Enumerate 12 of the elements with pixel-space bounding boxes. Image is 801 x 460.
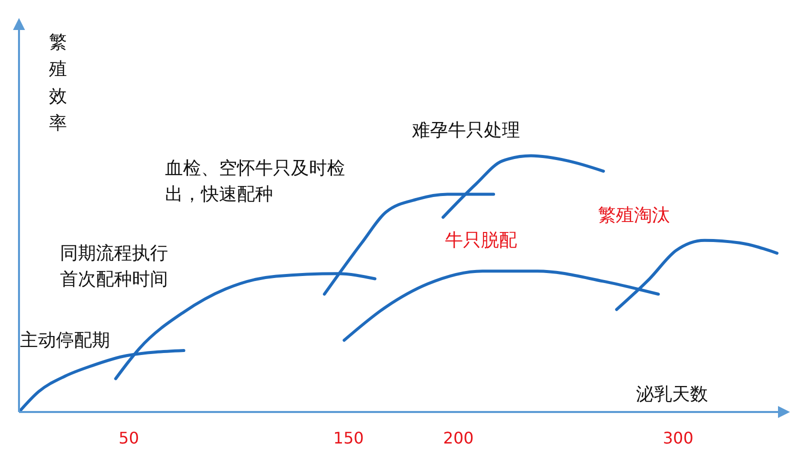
annotation: 主动停配期 (20, 329, 111, 353)
text: 难孕牛只处理 (412, 119, 521, 143)
x-tick-label: 300 (662, 428, 694, 448)
x-tick-label: 150 (333, 428, 364, 448)
x-tick-label: 200 (443, 428, 474, 448)
annotation: 繁殖淘汰 (598, 204, 671, 228)
annotation: 血检、空怀牛只及时检出，快速配种 (165, 157, 346, 207)
annotation: 牛只脱配 (445, 229, 518, 253)
annotation: 同期流程执行首次配种时间 (60, 242, 169, 292)
x-tick-label: 50 (118, 428, 140, 448)
y-axis-title: 繁殖效率 (49, 32, 67, 134)
x-axis-title: 泌乳天数 (636, 384, 708, 405)
